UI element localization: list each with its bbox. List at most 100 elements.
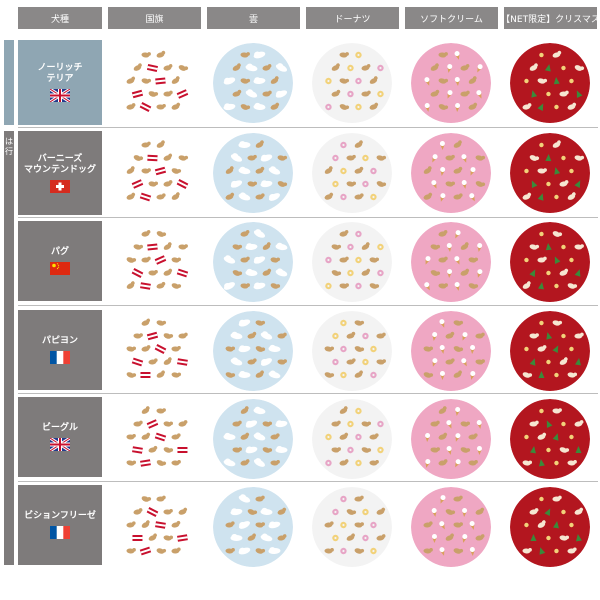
softcream-pattern-image <box>411 487 491 567</box>
breed-name: パグ <box>50 247 69 257</box>
cloud-pattern-sample[interactable] <box>213 43 293 123</box>
header-label: ソフトクリーム <box>420 14 483 25</box>
softcream-pattern-image <box>411 311 491 391</box>
cloud-pattern-image <box>213 222 293 302</box>
donut-pattern-image <box>312 311 392 391</box>
flag-pattern-image <box>114 487 194 567</box>
france-flag-icon <box>50 526 70 539</box>
christmas-pattern-sample[interactable] <box>510 43 590 123</box>
breed-name: ノーリッチ <box>37 63 83 73</box>
christmas-pattern-sample[interactable] <box>510 399 590 479</box>
row-divider <box>18 481 598 482</box>
swiss-flag-icon <box>50 179 70 193</box>
header-donut: ドーナツ <box>306 7 399 29</box>
breed-cell[interactable]: ビーグル <box>18 397 102 477</box>
flag-pattern-sample[interactable] <box>114 133 194 213</box>
breed-cell[interactable]: パグ <box>18 221 102 301</box>
donut-pattern-image <box>312 133 392 213</box>
donut-pattern-sample[interactable] <box>312 487 392 567</box>
uk-flag-icon <box>50 89 70 102</box>
flag-pattern-sample[interactable] <box>114 399 194 479</box>
cloud-pattern-image <box>213 133 293 213</box>
cloud-pattern-sample[interactable] <box>213 222 293 302</box>
donut-pattern-sample[interactable] <box>312 43 392 123</box>
christmas-pattern-image <box>510 399 590 479</box>
flag-pattern-image <box>114 133 194 213</box>
header-cloud: 雲 <box>207 7 300 29</box>
breed-name: バーニーズ <box>37 153 83 164</box>
header-breed: 犬種 <box>18 7 102 29</box>
breed-name: ビションフリーゼ <box>24 511 96 521</box>
sidebar-ha-row <box>4 131 14 565</box>
flag-pattern-image <box>114 399 194 479</box>
header-christmas: 【NET限定】クリスマス <box>501 7 600 29</box>
header-softcream: ソフトクリーム <box>405 7 498 29</box>
cloud-pattern-image <box>213 43 293 123</box>
breed-cell[interactable]: ノーリッチ テリア <box>18 40 102 125</box>
cloud-pattern-sample[interactable] <box>213 133 293 213</box>
flag-pattern-image <box>114 222 194 302</box>
row-divider <box>18 217 598 218</box>
donut-pattern-sample[interactable] <box>312 133 392 213</box>
softcream-pattern-image <box>411 43 491 123</box>
donut-pattern-sample[interactable] <box>312 311 392 391</box>
cloud-pattern-image <box>213 399 293 479</box>
christmas-pattern-sample[interactable] <box>510 311 590 391</box>
softcream-pattern-sample[interactable] <box>411 487 491 567</box>
christmas-pattern-sample[interactable] <box>510 222 590 302</box>
softcream-pattern-sample[interactable] <box>411 399 491 479</box>
softcream-pattern-sample[interactable] <box>411 43 491 123</box>
breed-cell[interactable]: ビションフリーゼ <box>18 485 102 565</box>
france-flag-icon <box>50 351 70 364</box>
donut-pattern-sample[interactable] <box>312 222 392 302</box>
breed-name: テリア <box>46 74 74 84</box>
christmas-pattern-image <box>510 43 590 123</box>
donut-pattern-image <box>312 43 392 123</box>
flag-pattern-sample[interactable] <box>114 43 194 123</box>
flag-pattern-sample[interactable] <box>114 311 194 391</box>
cloud-pattern-image <box>213 311 293 391</box>
donut-pattern-sample[interactable] <box>312 399 392 479</box>
flag-pattern-sample[interactable] <box>114 487 194 567</box>
breed-cell[interactable]: バーニーズ マウンテンドッグ <box>18 131 102 215</box>
christmas-pattern-sample[interactable] <box>510 133 590 213</box>
softcream-pattern-sample[interactable] <box>411 311 491 391</box>
uk-flag-icon <box>50 438 70 451</box>
donut-pattern-image <box>312 399 392 479</box>
sidebar-label: は行 <box>5 137 13 156</box>
flag-pattern-image <box>114 43 194 123</box>
header-label: 雲 <box>248 14 258 25</box>
christmas-pattern-image <box>510 222 590 302</box>
breed-name: パピヨン <box>41 336 78 346</box>
header-label: ドーナツ <box>334 14 371 25</box>
header-flag: 国旗 <box>108 7 201 29</box>
header-label: 国旗 <box>145 14 164 25</box>
softcream-pattern-sample[interactable] <box>411 222 491 302</box>
china-flag-icon <box>50 262 70 275</box>
softcream-pattern-sample[interactable] <box>411 133 491 213</box>
christmas-pattern-sample[interactable] <box>510 487 590 567</box>
header-label: 【NET限定】クリスマス <box>501 14 600 25</box>
breed-name: マウンテンドッグ <box>23 164 96 175</box>
cloud-pattern-sample[interactable] <box>213 399 293 479</box>
christmas-pattern-image <box>510 487 590 567</box>
donut-pattern-image <box>312 487 392 567</box>
breed-name: ビーグル <box>41 423 78 433</box>
cloud-pattern-image <box>213 487 293 567</box>
softcream-pattern-image <box>411 133 491 213</box>
breed-cell[interactable]: パピヨン <box>18 310 102 390</box>
christmas-pattern-image <box>510 311 590 391</box>
sidebar-top <box>4 40 14 125</box>
flag-pattern-image <box>114 311 194 391</box>
row-divider <box>18 393 598 394</box>
cloud-pattern-sample[interactable] <box>213 487 293 567</box>
softcream-pattern-image <box>411 399 491 479</box>
row-divider <box>18 305 598 306</box>
christmas-pattern-image <box>510 133 590 213</box>
softcream-pattern-image <box>411 222 491 302</box>
flag-pattern-sample[interactable] <box>114 222 194 302</box>
donut-pattern-image <box>312 222 392 302</box>
row-divider <box>18 127 598 128</box>
cloud-pattern-sample[interactable] <box>213 311 293 391</box>
header-label: 犬種 <box>50 14 69 25</box>
